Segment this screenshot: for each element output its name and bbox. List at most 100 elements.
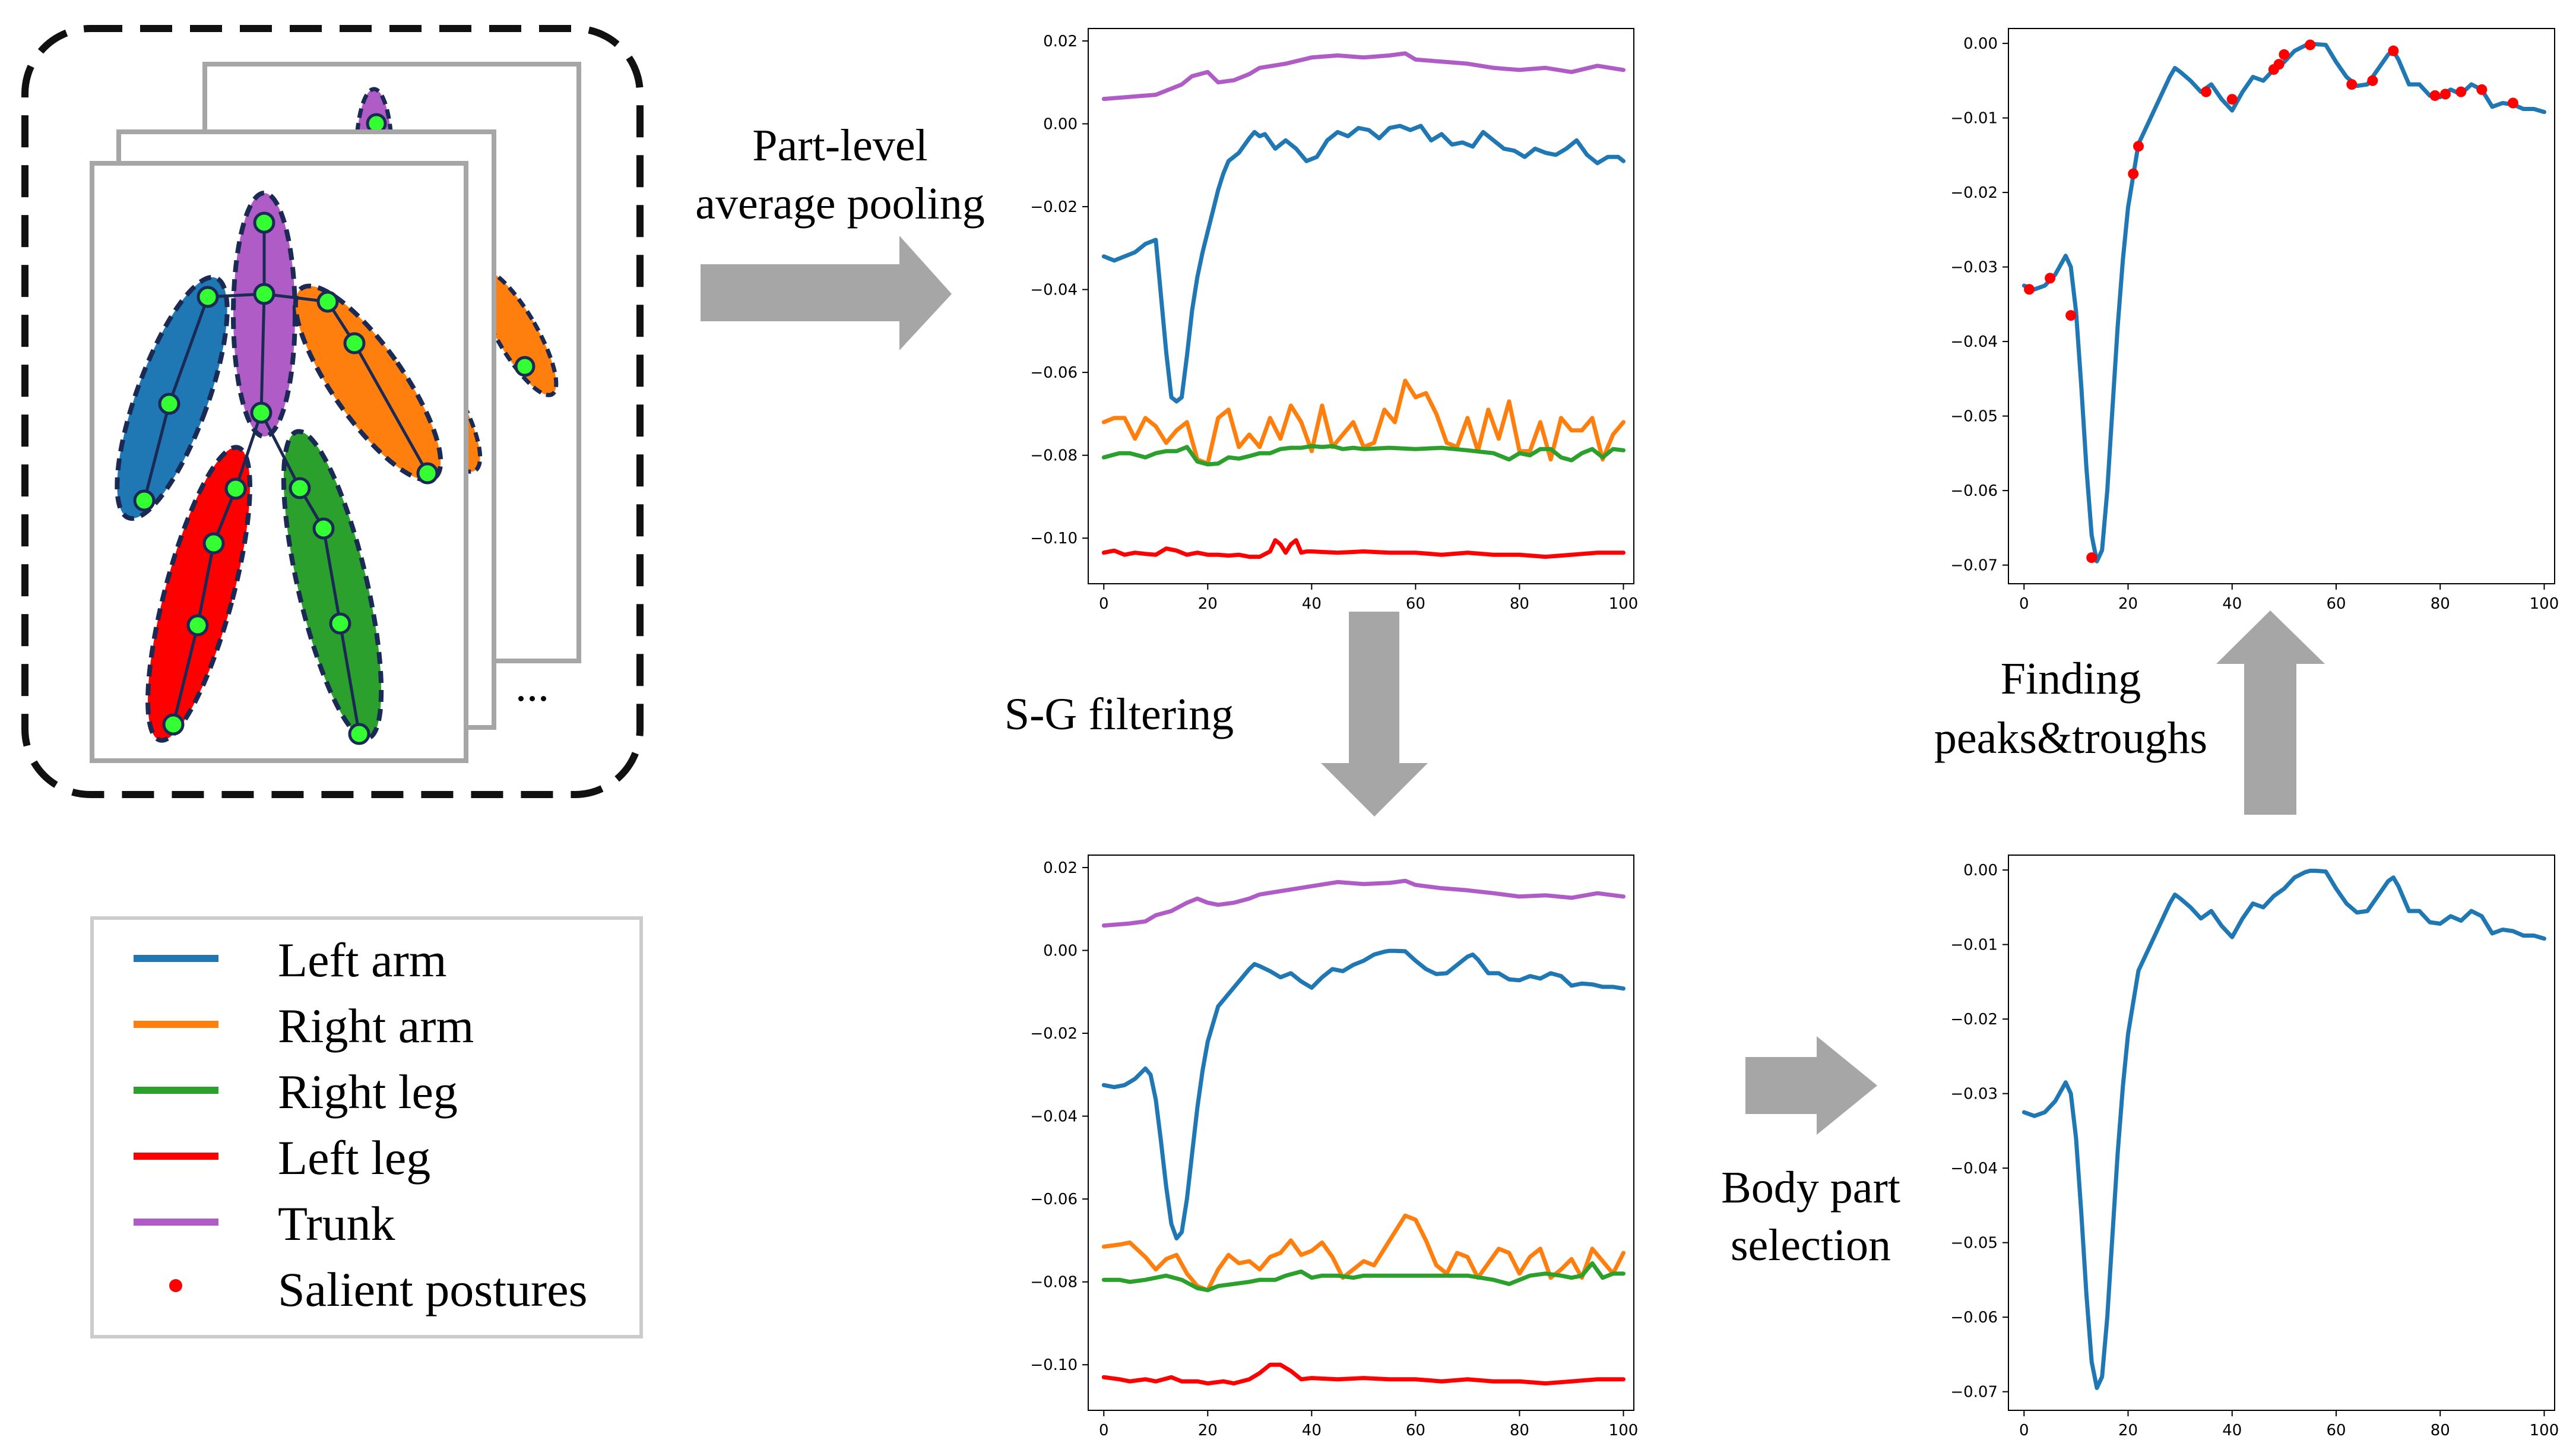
y-tick-label: 0.00 <box>1963 862 1998 879</box>
y-tick-label: −0.06 <box>1030 1191 1078 1208</box>
series-line-left-arm <box>2021 42 2546 564</box>
legend-item-right-leg: Right leg <box>134 1065 458 1119</box>
frame-front-figure <box>115 191 443 745</box>
y-tick-label: −0.04 <box>1950 333 1998 351</box>
legend-label: Right arm <box>278 999 474 1053</box>
salient-posture-point <box>2226 94 2238 105</box>
series-line-right-leg <box>1101 1261 1626 1293</box>
back-joint <box>514 356 536 377</box>
salient-posture-point <box>2273 59 2285 70</box>
y-tick-label: 0.00 <box>1043 942 1078 960</box>
more-frames-ellipsis: ... <box>515 661 549 711</box>
legend-item-left-arm: Left arm <box>134 933 447 987</box>
joint <box>316 290 339 313</box>
y-tick-label: −0.05 <box>1950 1235 1998 1252</box>
salient-posture-point <box>2476 84 2488 95</box>
x-tick-label: 0 <box>2019 1422 2029 1439</box>
legend-item-trunk: Trunk <box>134 1197 395 1251</box>
x-tick-label: 40 <box>1302 595 1322 613</box>
dashed-frame-border <box>21 25 644 798</box>
x-tick-label: 80 <box>2431 595 2450 613</box>
y-tick-label: 0.00 <box>1043 115 1078 133</box>
series-line-left-arm <box>1101 124 1626 404</box>
salient-posture-point <box>2045 273 2056 284</box>
legend-label: Right leg <box>278 1065 458 1119</box>
series-line-trunk <box>1101 878 1626 928</box>
joint <box>329 612 351 635</box>
y-tick-label: −0.02 <box>1030 198 1078 216</box>
joint <box>250 401 273 424</box>
salient-posture-point <box>2128 168 2139 179</box>
x-tick-label: 60 <box>2326 595 2346 613</box>
peaks-label-line2: peaks&troughs <box>1934 713 2207 763</box>
peaks-label-line1: Finding <box>2001 654 2141 704</box>
back-right-arm-part <box>474 268 559 397</box>
legend-item-right-arm: Right arm <box>134 999 474 1053</box>
y-tick-label: 0.00 <box>1963 35 1998 53</box>
legend-marker <box>169 1279 182 1292</box>
salient-posture-point <box>2346 79 2358 90</box>
skeleton-joints <box>133 211 439 745</box>
joint <box>253 283 275 305</box>
chart-selected-signal: 0 20 40 60 80 100 0.00 −0.01 −0.02 −0.03 −0.04 −0.0… <box>1950 855 2559 1439</box>
salient-posture-point <box>2507 97 2518 109</box>
joint <box>343 332 366 355</box>
x-tick-label: 40 <box>2222 595 2242 613</box>
x-tick-label: 20 <box>1198 595 1218 613</box>
salient-posture-point <box>2455 86 2467 97</box>
y-tick-label: −0.02 <box>1950 1011 1998 1029</box>
salient-posture-point <box>2440 88 2451 100</box>
joint <box>133 489 156 512</box>
chart-filtered-signals: 0 20 40 60 80 100 0.02 0.00 −0.02 −0.04 −0.06 −0.08… <box>1030 855 1638 1439</box>
arrow-right-selection <box>1745 1036 1877 1135</box>
chart-raw-signals: 0 20 40 60 80 100 0.02 0.00 −0.02 −0.04 −0.06 −0.08… <box>1030 28 1639 613</box>
x-tick-label: 20 <box>2118 595 2138 613</box>
joint <box>253 211 275 234</box>
x-tick-label: 20 <box>1198 1422 1218 1439</box>
y-tick-label: −0.07 <box>1950 1384 1998 1401</box>
x-tick-label: 0 <box>2019 595 2029 613</box>
y-tick-label: −0.03 <box>1950 259 1998 277</box>
x-tick-label: 80 <box>1510 595 1529 613</box>
joint <box>348 723 370 745</box>
joint <box>162 713 185 736</box>
y-tick-label: −0.06 <box>1950 1309 1998 1327</box>
y-tick-label: 0.02 <box>1043 859 1078 877</box>
joint <box>158 393 180 415</box>
joint <box>186 614 209 637</box>
x-tick-label: 40 <box>2222 1422 2242 1439</box>
x-tick-label: 60 <box>1406 1422 1425 1439</box>
x-tick-label: 100 <box>2530 595 2559 613</box>
series-line-trunk <box>1101 51 1626 102</box>
y-tick-label: −0.04 <box>1030 1108 1078 1126</box>
salient-posture-point <box>2086 552 2097 564</box>
y-tick-label: −0.04 <box>1030 281 1078 299</box>
y-tick-label: −0.08 <box>1030 1274 1078 1292</box>
y-tick-label: −0.01 <box>1950 936 1998 954</box>
x-tick-label: 100 <box>2530 1422 2559 1439</box>
x-tick-label: 100 <box>1609 595 1639 613</box>
arrow-down-filtering <box>1321 612 1428 817</box>
x-tick-label: 60 <box>1406 595 1425 613</box>
y-tick-label: −0.05 <box>1950 408 1998 426</box>
y-tick-label: −0.04 <box>1950 1160 1998 1178</box>
joint <box>289 477 311 499</box>
selection-label-line1: Body part <box>1721 1163 1900 1213</box>
salient-posture-point <box>2065 310 2077 321</box>
joint <box>202 532 225 555</box>
series-line-right-leg <box>1101 444 1626 467</box>
legend-item-left-leg: Left leg <box>134 1131 430 1185</box>
x-tick-label: 60 <box>2326 1422 2346 1439</box>
joint <box>197 286 219 308</box>
legend: Left arm Right arm Right leg Left leg Trunk S… <box>90 916 643 1338</box>
joint <box>416 462 439 485</box>
y-tick-label: −0.03 <box>1950 1086 1998 1103</box>
x-tick-label: 40 <box>1302 1422 1322 1439</box>
x-tick-label: 100 <box>1609 1422 1639 1439</box>
plot-frame <box>2008 855 2555 1411</box>
series-line-left-leg <box>1101 538 1626 559</box>
plot-frame <box>2008 28 2555 584</box>
x-tick-label: 0 <box>1099 1422 1109 1439</box>
y-tick-label: −0.10 <box>1030 1356 1078 1374</box>
